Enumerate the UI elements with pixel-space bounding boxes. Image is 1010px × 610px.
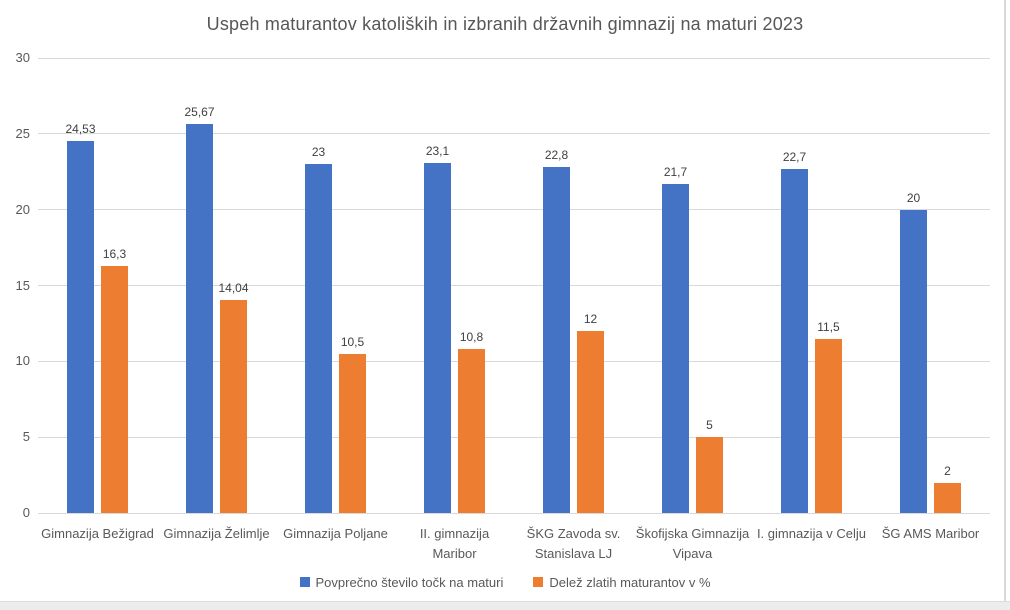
bar-value-label: 5 — [706, 418, 713, 433]
bar-value-label: 24,53 — [65, 121, 96, 136]
bar-value-label: 22,8 — [544, 148, 569, 163]
gridline — [38, 360, 990, 362]
gridline — [38, 436, 990, 438]
bar-series-1-cat-5 — [696, 437, 723, 513]
bar-series-0-cat-3 — [424, 162, 451, 513]
x-axis-category-label: Gimnazija Želimlje — [163, 526, 270, 541]
x-axis-category-label: I. gimnazija v Celju — [756, 526, 867, 541]
legend-label: Delež zlatih maturantov v % — [549, 574, 711, 590]
y-axis-tick-label: 25 — [15, 125, 30, 141]
y-axis-tick-label: 10 — [15, 353, 30, 369]
bar-series-1-cat-7 — [934, 482, 961, 513]
bar-series-0-cat-7 — [900, 209, 927, 513]
legend-label: Povprečno število točk na maturi — [315, 574, 504, 590]
window-right-border — [1004, 0, 1006, 601]
gridline — [38, 57, 990, 59]
bar-series-1-cat-3 — [458, 349, 485, 513]
gridline — [38, 512, 990, 514]
y-axis-tick-label: 0 — [22, 505, 30, 520]
bar-series-0-cat-5 — [662, 183, 689, 513]
bar-series-0-cat-0 — [67, 140, 94, 513]
gridline — [38, 133, 990, 135]
gridline — [38, 209, 990, 211]
bar-series-0-cat-6 — [781, 168, 808, 513]
bar-value-label: 16,3 — [102, 246, 127, 261]
bar-value-label: 14,04 — [218, 281, 249, 296]
bar-value-label: 10,5 — [340, 334, 365, 349]
gridline — [38, 285, 990, 286]
bar-series-1-cat-1 — [220, 300, 247, 513]
bar-series-0-cat-2 — [305, 164, 332, 513]
bar-value-label: 11,5 — [817, 319, 840, 334]
bar-value-label: 12 — [583, 312, 598, 326]
bar-series-1-cat-4 — [577, 331, 604, 513]
legend-item-1: Delež zlatih maturantov v % — [533, 574, 711, 590]
x-axis-category-label: Gimnazija Bežigrad — [41, 526, 154, 541]
x-axis-category-label: II. gimnazija Maribor — [419, 526, 490, 561]
bar-series-1-cat-0 — [101, 265, 128, 513]
x-axis-category-label: Škofijska Gimnazija Vipava — [635, 526, 750, 561]
y-axis-tick-label: 20 — [15, 201, 30, 217]
legend-item-0: Povprečno število točk na maturi — [299, 574, 504, 590]
bar-series-0-cat-4 — [543, 167, 570, 513]
bar-series-1-cat-2 — [339, 353, 366, 513]
bar-series-1-cat-6 — [815, 338, 842, 513]
bar-value-label: 25,67 — [184, 104, 215, 119]
x-axis-category-label: Gimnazija Poljane — [283, 526, 388, 541]
legend-marker-icon — [299, 577, 310, 587]
y-axis-tick-label: 30 — [15, 50, 30, 65]
bar-series-0-cat-1 — [186, 123, 213, 513]
bar-value-label: 10,8 — [459, 330, 484, 345]
bar-value-label: 20 — [906, 190, 921, 205]
window-bottom-strip — [0, 601, 1010, 610]
legend-marker-icon — [533, 577, 544, 587]
bar-value-label: 23,1 — [425, 143, 450, 158]
y-axis-tick-label: 5 — [22, 429, 30, 445]
x-axis-category-label: ŠG AMS Maribor — [881, 526, 980, 541]
y-axis-tick-label: 15 — [15, 277, 30, 293]
bar-value-label: 21,7 — [663, 164, 688, 179]
x-axis-category-label: ŠKG Zavoda sv. Stanislava LJ — [526, 526, 621, 561]
bar-value-label: 23 — [311, 145, 326, 160]
bar-value-label: 22,7 — [782, 149, 807, 164]
chart-title: Uspeh maturantov katoliških in izbranih … — [206, 14, 804, 34]
bar-value-label: 2 — [944, 463, 951, 478]
chart-legend: Povprečno število točk na maturi Delež zl… — [0, 570, 1010, 594]
